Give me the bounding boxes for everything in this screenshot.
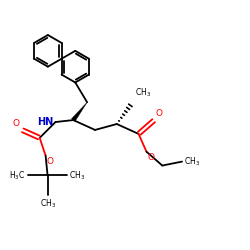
Text: CH$_3$: CH$_3$	[134, 87, 151, 99]
Text: CH$_3$: CH$_3$	[69, 169, 86, 182]
Text: O: O	[148, 153, 154, 162]
Text: CH$_3$: CH$_3$	[40, 197, 56, 210]
Text: H$_3$C: H$_3$C	[10, 169, 26, 182]
Text: O: O	[46, 157, 54, 166]
Text: CH$_3$: CH$_3$	[184, 155, 200, 168]
Text: O: O	[13, 119, 20, 128]
Polygon shape	[72, 102, 87, 122]
Text: HN: HN	[37, 117, 54, 127]
Text: O: O	[155, 109, 162, 118]
